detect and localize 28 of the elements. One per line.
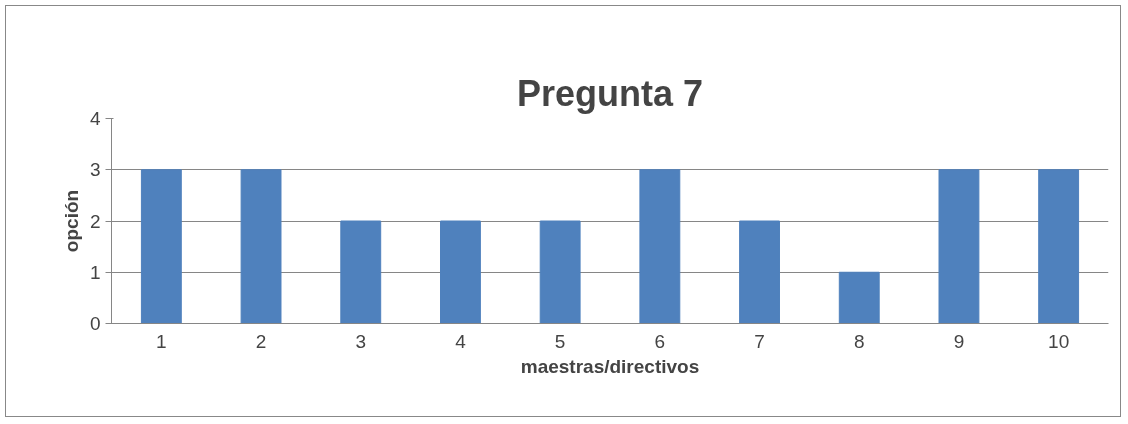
x-tick-label: 5 [554,330,566,352]
bar [240,169,282,324]
y-tick-label: 3 [89,159,101,181]
x-tick-label: 2 [255,330,267,352]
y-axis-title: opción [60,189,82,253]
x-tick-label: 9 [953,330,965,352]
y-tick-label: 1 [89,261,101,283]
x-tick-label: 3 [355,330,367,352]
x-tick-label: 10 [1048,330,1070,352]
bar [739,220,780,324]
bar [140,169,182,324]
bar [340,220,382,324]
y-tick-label: 0 [89,313,101,334]
bar [539,220,581,324]
y-tick-label: 4 [89,108,101,129]
x-tick-label: 8 [853,330,865,352]
bar [639,169,681,324]
chart-title: Pregunta 7 [516,72,704,114]
x-tick-label: 4 [455,330,467,352]
x-tick-label: 6 [654,330,666,352]
bar [838,271,880,324]
x-tick-label: 7 [754,330,765,352]
y-tick-label: 2 [89,210,101,232]
bar [1038,169,1080,324]
x-axis-title: maestras/directivos [520,355,700,377]
bar [440,220,481,324]
bar [938,169,980,324]
x-tick-label: 1 [156,330,167,352]
